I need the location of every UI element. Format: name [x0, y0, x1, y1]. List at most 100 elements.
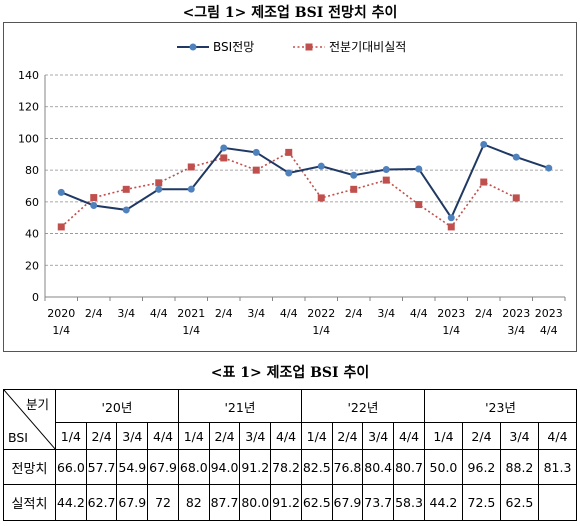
table-cell: 72 [147, 484, 179, 521]
quarter-header-row: 1/4 2/4 3/4 4/4 1/4 2/4 3/4 4/4 1/4 2/4 3/4 4/4 1/4 2… [4, 422, 578, 450]
quarter-header: 1/4 [300, 422, 333, 450]
x-tick-label: 2023 [437, 307, 465, 320]
x-tick-label: 2/4 [475, 307, 493, 320]
table-cell: 62.5 [300, 484, 333, 521]
actual-point [415, 201, 423, 209]
x-tick-label: 2/4 [345, 307, 363, 320]
table-cell: 91.2 [239, 449, 272, 485]
x-tick-label: 4/4 [410, 307, 428, 320]
quarter-header: 2/4 [85, 422, 118, 450]
quarter-header: 3/4 [499, 422, 539, 450]
table-cell: 78.2 [270, 449, 302, 485]
table-cell: 80.7 [393, 449, 425, 485]
table-cell: 66.0 [55, 449, 87, 485]
corner-label-bsi: BSI [8, 430, 28, 445]
x-tick-label: 1/4 [442, 324, 460, 337]
legend-actual-label: 전분기대비실적 [329, 40, 406, 54]
row-label-forecast: 전망치 [3, 449, 56, 485]
quarter-header: 3/4 [239, 422, 272, 450]
actual-point [220, 154, 228, 162]
x-tick-label: 3/4 [377, 307, 395, 320]
table-corner-header: 분기 BSI [3, 389, 56, 450]
x-tick-label: 2/4 [215, 307, 233, 320]
year-header-2020: '20년 [55, 389, 179, 423]
table-cell: 88.2 [499, 449, 539, 485]
forecast-point [122, 206, 130, 214]
corner-diagonal [4, 390, 56, 450]
forecast-point [252, 148, 260, 156]
x-tick-label: 4/4 [540, 324, 558, 337]
y-tick-label: 100 [18, 132, 39, 145]
table-cell: 67.9 [147, 449, 179, 485]
actual-point [317, 194, 325, 202]
x-tick-label: 2023 [502, 307, 530, 320]
quarter-header: 4/4 [393, 422, 425, 450]
legend-forecast-marker [189, 43, 197, 51]
x-tick-label: 2022 [307, 307, 335, 320]
year-header-2023: '23년 [423, 389, 578, 423]
y-tick-label: 80 [25, 164, 39, 177]
table-cell: 57.7 [85, 449, 118, 485]
x-tick-label: 2021 [177, 307, 205, 320]
table-row-forecast: 전망치 66.0 57.7 54.9 67.9 68.0 94.0 91.2 78.2 82.5… [3, 449, 578, 485]
y-tick-label: 40 [25, 228, 39, 241]
quarter-header: 3/4 [116, 422, 149, 450]
row-label-actual: 실적치 [3, 484, 56, 521]
x-tick-label: 2020 [47, 307, 75, 320]
table-row-actual: 실적치 44.2 62.7 67.9 72 82 87.7 80.0 91.2 62.5 67.9… [3, 484, 578, 521]
table-cell: 67.9 [116, 484, 149, 521]
quarter-header: 1/4 [423, 422, 463, 450]
y-tick-label: 20 [25, 259, 39, 272]
figure-title: <그림 1> 제조업 BSI 전망치 추이 [182, 5, 398, 21]
actual-point [285, 148, 293, 156]
forecast-point [90, 202, 98, 210]
actual-point [155, 179, 163, 187]
forecast-point [57, 188, 65, 196]
x-tick-label: 1/4 [182, 324, 200, 337]
forecast-point [415, 165, 423, 173]
table-cell: 76.8 [331, 449, 364, 485]
table-cell: 94.0 [208, 449, 241, 485]
table-cell: 67.9 [331, 484, 364, 521]
quarter-header: 1/4 [55, 422, 87, 450]
y-tick-label: 60 [25, 196, 39, 209]
table-cell: 68.0 [177, 449, 210, 485]
x-tick-label: 4/4 [150, 307, 168, 320]
quarter-header: 4/4 [537, 422, 578, 450]
actual-point [252, 166, 260, 174]
bsi-line-chart: 0 20 40 60 80 100 120 140 2020 1/4 2/4 3/4 4/4 2021 1/… [18, 40, 566, 337]
forecast-point [512, 153, 520, 161]
table-cell: 62.5 [499, 484, 539, 521]
quarter-header: 2/4 [208, 422, 241, 450]
year-header-2022: '22년 [300, 389, 425, 423]
actual-point [122, 185, 130, 193]
table-cell: 72.5 [461, 484, 501, 521]
forecast-point [480, 140, 488, 148]
quarter-header: 4/4 [270, 422, 302, 450]
forecast-point [447, 214, 455, 222]
table-cell: 62.7 [85, 484, 118, 521]
y-tick-label: 120 [18, 101, 39, 114]
forecast-point [317, 162, 325, 170]
y-tick-label: 0 [32, 291, 39, 304]
forecast-point [220, 144, 228, 152]
table-cell: 58.3 [393, 484, 425, 521]
actual-point [90, 194, 98, 202]
quarter-header: 2/4 [331, 422, 364, 450]
table-cell: 87.7 [208, 484, 241, 521]
legend-forecast-label: BSI전망 [213, 40, 254, 54]
table-cell: 80.0 [239, 484, 272, 521]
table-cell: 50.0 [423, 449, 463, 485]
table-cell: 82.5 [300, 449, 333, 485]
forecast-point [545, 164, 553, 172]
table-cell: 44.2 [55, 484, 87, 521]
chart-frame [3, 22, 577, 352]
x-tick-label: 3/4 [507, 324, 525, 337]
bsi-table: 분기 BSI '20년 '21년 '22년 '23년 1/4 2/4 3/4 4/4 1… [3, 389, 578, 521]
x-tick-label: 3/4 [247, 307, 265, 320]
forecast-point [285, 169, 293, 177]
table-cell: 44.2 [423, 484, 463, 521]
quarter-header: 1/4 [177, 422, 210, 450]
corner-label-quarter: 분기 [25, 397, 49, 412]
quarter-header: 4/4 [147, 422, 179, 450]
